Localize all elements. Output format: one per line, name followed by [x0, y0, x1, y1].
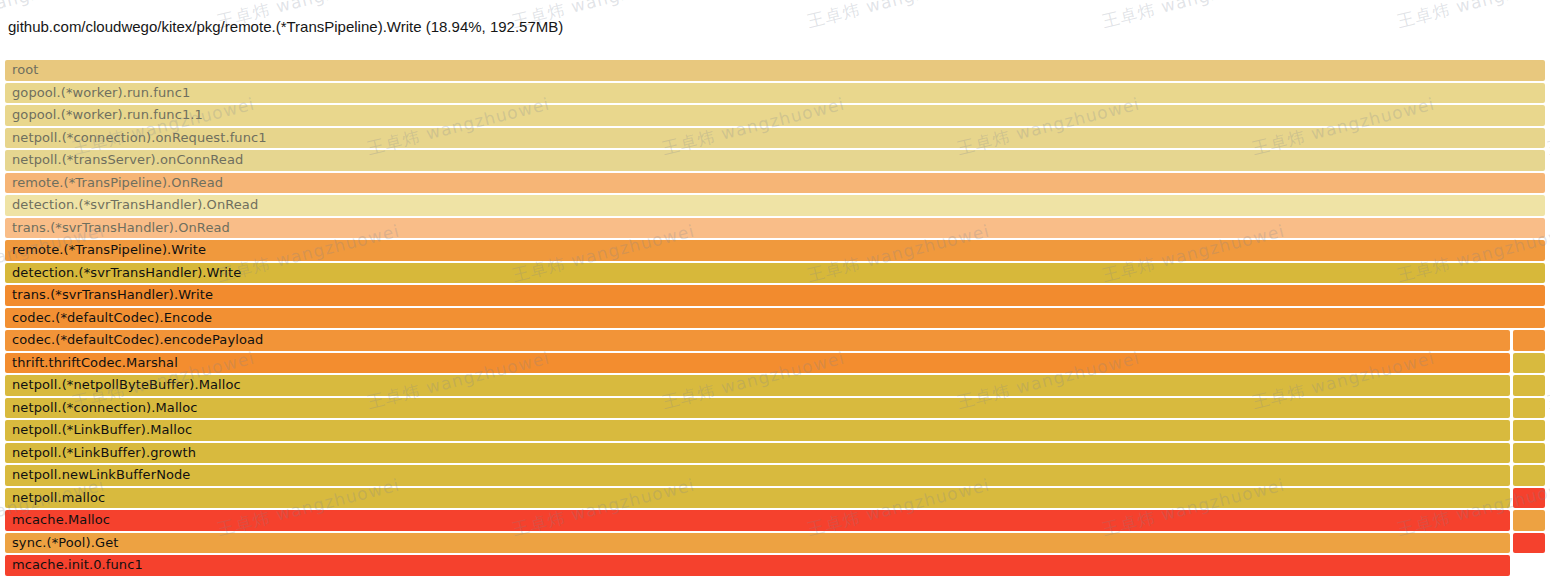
flame-frame[interactable]: trans.(*svrTransHandler).OnRead [5, 218, 1545, 239]
flame-row: netpoll.newLinkBufferNode [5, 465, 1545, 488]
flame-row: netpoll.malloc [5, 488, 1545, 511]
flame-frame-right[interactable] [1513, 398, 1545, 419]
flame-frame[interactable]: root [5, 60, 1545, 81]
flame-frame[interactable]: netpoll.(*netpollByteBuffer).Malloc [5, 375, 1510, 396]
flame-frame-right[interactable] [1513, 510, 1545, 531]
frame-label: netpoll.malloc [5, 488, 1510, 509]
flame-row: mcache.Malloc [5, 510, 1545, 533]
flame-frame[interactable]: trans.(*svrTransHandler).Write [5, 285, 1545, 306]
flame-row: netpoll.(*LinkBuffer).growth [5, 443, 1545, 466]
watermark-text: 王卓炜 wangzhuowei [1395, 0, 1550, 33]
flame-row: gopool.(*worker).run.func1.1 [5, 105, 1545, 128]
frame-label: codec.(*defaultCodec).encodePayload [5, 330, 1510, 351]
flame-frame-right[interactable] [1513, 330, 1545, 351]
flame-frame[interactable]: sync.(*Pool).Get [5, 533, 1510, 554]
frame-label: thrift.thriftCodec.Marshal [5, 353, 1510, 374]
frame-label: trans.(*svrTransHandler).OnRead [5, 218, 1545, 239]
flame-row: sync.(*Pool).Get [5, 533, 1545, 556]
flame-frame[interactable]: gopool.(*worker).run.func1 [5, 83, 1545, 104]
flame-frame[interactable]: netpoll.(*transServer).onConnRead [5, 150, 1545, 171]
watermark-text: 王卓炜 wangzhuowei [1100, 0, 1287, 33]
frame-label: codec.(*defaultCodec).Encode [5, 308, 1545, 329]
flame-frame[interactable]: netpoll.(*connection).Malloc [5, 398, 1510, 419]
frame-label: netpoll.(*transServer).onConnRead [5, 150, 1545, 171]
flame-frame-right[interactable] [1513, 420, 1545, 441]
flame-frame[interactable]: netpoll.(*LinkBuffer).Malloc [5, 420, 1510, 441]
flame-frame-right[interactable] [1513, 533, 1545, 554]
frame-label: netpoll.(*connection).Malloc [5, 398, 1510, 419]
flame-frame[interactable]: thrift.thriftCodec.Marshal [5, 353, 1510, 374]
flame-row: codec.(*defaultCodec).encodePayload [5, 330, 1545, 353]
frame-label: netpoll.(*LinkBuffer).Malloc [5, 420, 1510, 441]
flame-frame[interactable]: netpoll.newLinkBufferNode [5, 465, 1510, 486]
watermark-text: 王卓炜 wangzhuowei [1545, 93, 1550, 161]
flame-row: remote.(*TransPipeline).Write [5, 240, 1545, 263]
frame-label: root [5, 60, 1545, 81]
watermark-text: 王卓炜 wangzhuowei [805, 0, 992, 33]
frame-label: netpoll.(*connection).onRequest.func1 [5, 128, 1545, 149]
flame-frame[interactable]: mcache.init.0.func1 [5, 555, 1510, 576]
flame-row: detection.(*svrTransHandler).Write [5, 263, 1545, 286]
frame-label: trans.(*svrTransHandler).Write [5, 285, 1545, 306]
flame-row: mcache.init.0.func1 [5, 555, 1545, 578]
flame-frame[interactable]: codec.(*defaultCodec).Encode [5, 308, 1545, 329]
flame-row: thrift.thriftCodec.Marshal [5, 353, 1545, 376]
frame-label: netpoll.newLinkBufferNode [5, 465, 1510, 486]
flame-frame[interactable]: netpoll.(*connection).onRequest.func1 [5, 128, 1545, 149]
flame-row: netpoll.(*connection).Malloc [5, 398, 1545, 421]
flame-frame[interactable]: detection.(*svrTransHandler).OnRead [5, 195, 1545, 216]
frame-label: remote.(*TransPipeline).OnRead [5, 173, 1545, 194]
flame-frame[interactable]: detection.(*svrTransHandler).Write [5, 263, 1545, 284]
flame-row: trans.(*svrTransHandler).OnRead [5, 218, 1545, 241]
watermark-text: 王卓炜 wangzhuowei [1545, 347, 1550, 415]
flame-frame[interactable]: netpoll.(*LinkBuffer).growth [5, 443, 1510, 464]
flame-row: remote.(*TransPipeline).OnRead [5, 173, 1545, 196]
flame-frame-right[interactable] [1513, 465, 1545, 486]
flame-frame-right[interactable] [1513, 375, 1545, 396]
flame-frame[interactable]: remote.(*TransPipeline).Write [5, 240, 1545, 261]
flame-row: root [5, 60, 1545, 83]
flame-row: detection.(*svrTransHandler).OnRead [5, 195, 1545, 218]
flame-frame[interactable]: netpoll.malloc [5, 488, 1510, 509]
flame-row: netpoll.(*LinkBuffer).Malloc [5, 420, 1545, 443]
flame-row: trans.(*svrTransHandler).Write [5, 285, 1545, 308]
page-title: github.com/cloudwego/kitex/pkg/remote.(*… [8, 18, 563, 35]
frame-label: gopool.(*worker).run.func1 [5, 83, 1545, 104]
flame-row: netpoll.(*connection).onRequest.func1 [5, 128, 1545, 151]
frame-label: sync.(*Pool).Get [5, 533, 1510, 554]
flame-frame[interactable]: remote.(*TransPipeline).OnRead [5, 173, 1545, 194]
frame-label: detection.(*svrTransHandler).Write [5, 263, 1545, 284]
flame-graph: rootgopool.(*worker).run.func1gopool.(*w… [5, 60, 1545, 578]
frame-label: detection.(*svrTransHandler).OnRead [5, 195, 1545, 216]
frame-label: remote.(*TransPipeline).Write [5, 240, 1545, 261]
flame-frame-right[interactable] [1513, 488, 1545, 509]
flame-row: netpoll.(*transServer).onConnRead [5, 150, 1545, 173]
flame-frame[interactable]: gopool.(*worker).run.func1.1 [5, 105, 1545, 126]
flame-frame-right[interactable] [1513, 353, 1545, 374]
frame-label: mcache.init.0.func1 [5, 555, 1510, 576]
frame-label: netpoll.(*netpollByteBuffer).Malloc [5, 375, 1510, 396]
flame-frame[interactable]: mcache.Malloc [5, 510, 1510, 531]
frame-label: netpoll.(*LinkBuffer).growth [5, 443, 1510, 464]
flame-row: netpoll.(*netpollByteBuffer).Malloc [5, 375, 1545, 398]
flame-frame[interactable]: codec.(*defaultCodec).encodePayload [5, 330, 1510, 351]
frame-label: mcache.Malloc [5, 510, 1510, 531]
flame-row: codec.(*defaultCodec).Encode [5, 308, 1545, 331]
flamegraph-screen: github.com/cloudwego/kitex/pkg/remote.(*… [0, 0, 1550, 579]
flame-frame-right[interactable] [1513, 443, 1545, 464]
flame-row: gopool.(*worker).run.func1 [5, 83, 1545, 106]
frame-label: gopool.(*worker).run.func1.1 [5, 105, 1545, 126]
